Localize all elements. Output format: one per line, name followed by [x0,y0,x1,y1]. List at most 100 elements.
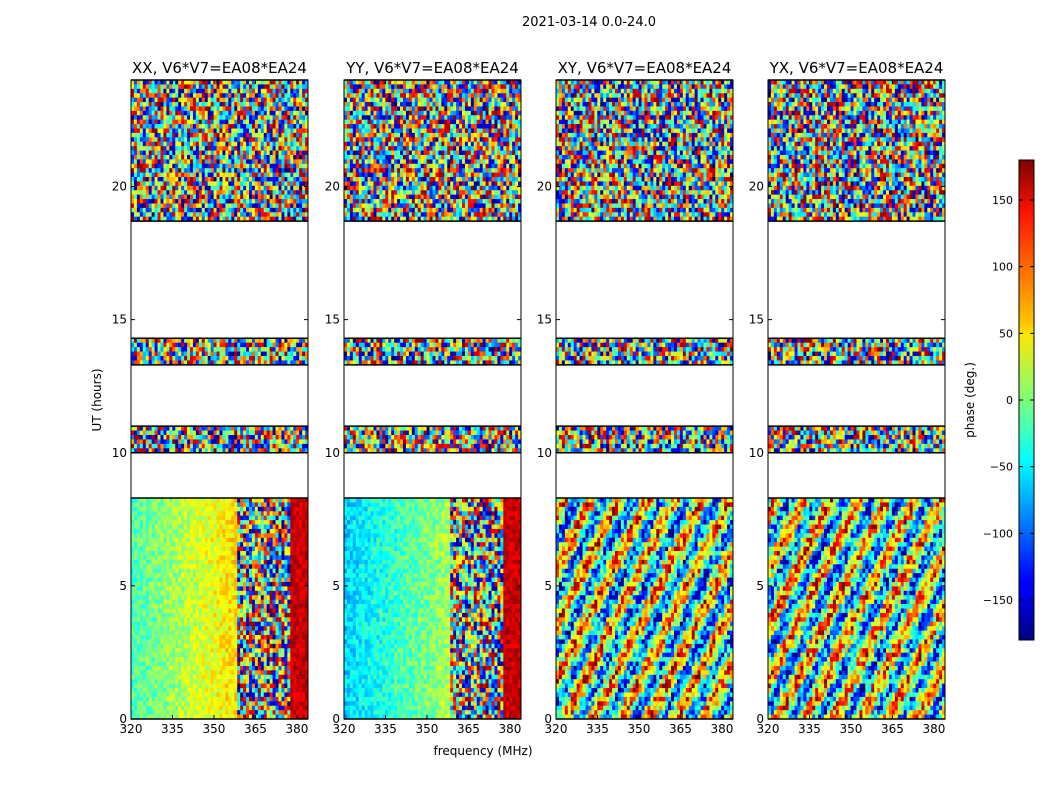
heatmap-cell [149,533,152,538]
heatmap-cell [281,439,284,444]
heatmap-cell [270,159,273,164]
heatmap-cell [261,431,264,436]
heatmap-cell [202,547,205,552]
heatmap-cell [252,626,255,631]
heatmap-cell [208,692,211,697]
heatmap-cell [284,507,287,512]
heatmap-cell [199,435,202,440]
heatmap-cell [175,111,178,116]
heatmap-cell [296,653,299,658]
heatmap-cell [284,102,287,107]
heatmap-cell [166,653,169,658]
heatmap-cell [146,168,149,173]
heatmap-cell [293,164,296,169]
heatmap-cell [172,84,175,89]
heatmap-cell [202,507,205,512]
heatmap-cell [140,511,143,516]
heatmap-cell [211,600,214,605]
heatmap-cell [158,604,161,609]
heatmap-cell [222,684,225,689]
heatmap-cell [252,525,255,530]
heatmap-cell [155,525,158,530]
heatmap-cell [208,93,211,98]
heatmap-cell [222,635,225,640]
heatmap-cell [193,547,196,552]
heatmap-cell [246,352,249,357]
heatmap-cell [234,564,237,569]
heatmap-cell [178,591,181,596]
heatmap-cell [196,168,199,173]
heatmap-cell [222,613,225,618]
heatmap-cell [140,635,143,640]
heatmap-cell [199,582,202,587]
heatmap-cell [287,622,290,627]
heatmap-cell [169,662,172,667]
heatmap-cell [290,439,293,444]
heatmap-cell [264,106,267,111]
heatmap-cell [196,586,199,591]
heatmap-cell [140,653,143,658]
heatmap-cell [225,679,228,684]
heatmap-cell [166,670,169,675]
heatmap-cell [252,701,255,706]
heatmap-cell [134,529,137,534]
heatmap-cell [131,511,134,516]
heatmap-cell [143,111,146,116]
heatmap-cell [140,115,143,120]
heatmap-cell [205,706,208,711]
heatmap-cell [140,120,143,125]
heatmap-cell [205,516,208,521]
heatmap-cell [270,622,273,627]
heatmap-cell [267,701,270,706]
heatmap-cell [184,578,187,583]
heatmap-cell [190,578,193,583]
heatmap-cell [287,692,290,697]
heatmap-cell [158,569,161,574]
heatmap-cell [255,626,258,631]
heatmap-cell [199,525,202,530]
heatmap-cell [281,560,284,565]
heatmap-cell [252,675,255,680]
heatmap-cell [222,604,225,609]
heatmap-cell [208,129,211,134]
heatmap-cell [264,639,267,644]
heatmap-cell [152,692,155,697]
heatmap-cell [290,591,293,596]
heatmap-cell [152,133,155,138]
heatmap-cell [161,439,164,444]
heatmap-cell [163,155,166,160]
heatmap-cell [234,502,237,507]
heatmap-cell [190,626,193,631]
heatmap-cell [279,609,282,614]
heatmap-cell [143,347,146,352]
heatmap-cell [193,657,196,662]
heatmap-cell [166,129,169,134]
heatmap-cell [143,657,146,662]
heatmap-cell [211,538,214,543]
heatmap-cell [184,151,187,156]
heatmap-cell [134,666,137,671]
heatmap-cell [161,431,164,436]
heatmap-cell [178,111,181,116]
heatmap-cell [284,106,287,111]
heatmap-cell [267,431,270,436]
heatmap-cell [193,701,196,706]
heatmap-cell [196,595,199,600]
heatmap-cell [184,600,187,605]
heatmap-cell [196,93,199,98]
heatmap-cell [208,511,211,516]
heatmap-cell [261,529,264,534]
heatmap-cell [140,547,143,552]
heatmap-cell [246,582,249,587]
heatmap-cell [193,573,196,578]
heatmap-cell [143,600,146,605]
heatmap-cell [146,560,149,565]
heatmap-cell [190,137,193,142]
heatmap-cell [255,146,258,151]
heatmap-cell [249,102,252,107]
heatmap-cell [287,444,290,449]
heatmap-cell [264,84,267,89]
heatmap-cell [228,520,231,525]
heatmap-cell [261,542,264,547]
heatmap-cell [178,547,181,552]
